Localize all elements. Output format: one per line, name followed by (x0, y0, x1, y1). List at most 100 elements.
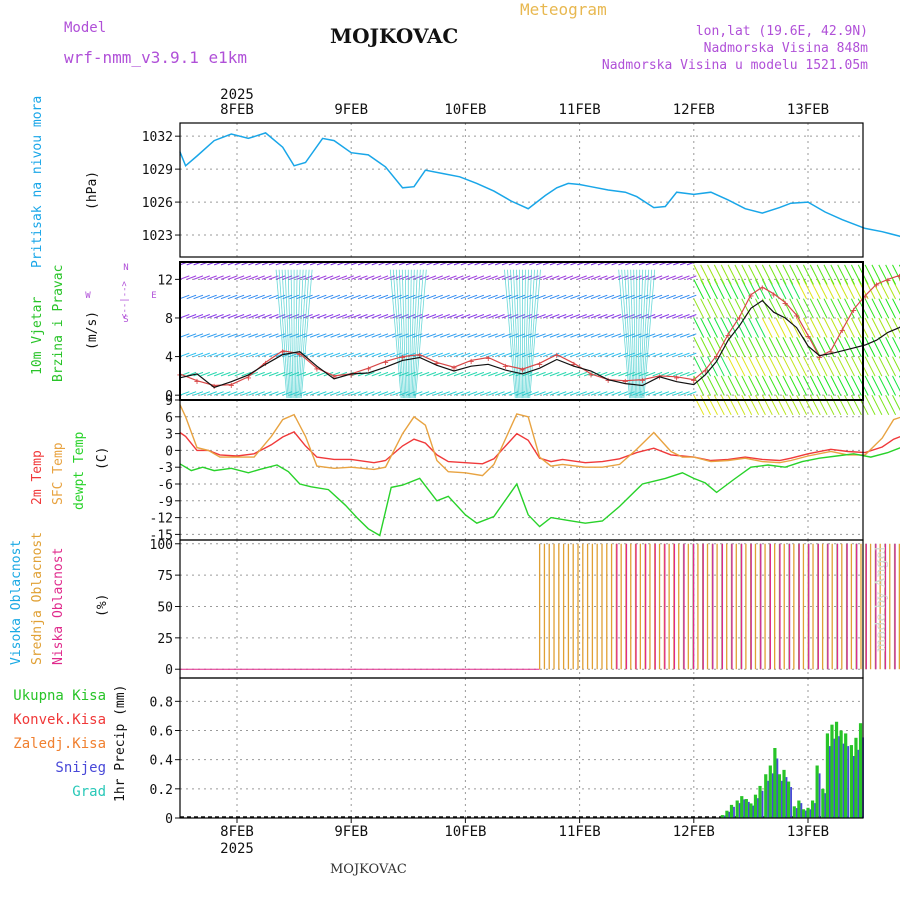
wind-barb (446, 294, 457, 300)
cloud-tick-label: 25 (157, 632, 173, 647)
wind-barb (700, 317, 712, 338)
wind-barb (727, 394, 739, 416)
wind-barb (268, 371, 279, 377)
snow-bar (838, 736, 840, 818)
wind-barb (179, 391, 190, 396)
wind-barb (693, 337, 705, 358)
wind-barb (878, 356, 890, 377)
wind-barb (200, 314, 210, 319)
wind-barb (357, 391, 368, 396)
wind-barb (885, 375, 897, 396)
snow-bar (814, 803, 816, 818)
wind-barb (213, 371, 224, 377)
model-name: wrf-nmm_v3.9.1 e1km (64, 48, 248, 67)
snow-bar (747, 801, 750, 818)
wind-barb (830, 394, 842, 416)
credit-watermark: made by Angel (873, 546, 889, 653)
gust-marker: + (228, 381, 234, 392)
wind-barb (296, 371, 306, 377)
wind-barb (844, 375, 855, 396)
wind-barb (467, 391, 478, 396)
wind-barb (713, 298, 725, 319)
wind-barb (207, 294, 217, 300)
precip-tick-label: 0.4 (150, 754, 174, 769)
precip-bar (729, 804, 734, 818)
wind-barb (652, 352, 663, 358)
wind-barb (446, 371, 457, 377)
wind-barb (871, 394, 883, 416)
wind-barb (700, 394, 712, 416)
wind-barb (693, 317, 705, 338)
wind-barb (775, 394, 787, 416)
wind-barb (659, 314, 670, 319)
precip-bar (758, 785, 762, 818)
wind-barb (625, 294, 635, 300)
wind-barb (510, 269, 519, 399)
wind-barb (241, 275, 252, 280)
wind-barb (419, 391, 430, 396)
wind-barb (398, 352, 409, 358)
wind-barb (625, 333, 635, 338)
wind-barb (426, 391, 437, 396)
precip-tick-label: 0 (165, 812, 173, 827)
sfc-temp-label: SFC Temp (51, 442, 66, 505)
wind-barb (618, 275, 628, 280)
wind-barb (446, 314, 457, 319)
wind-barb (864, 375, 876, 396)
wind-barb (761, 264, 773, 285)
wind-barb (529, 352, 539, 358)
wind-barb (796, 394, 808, 416)
wind-barb (741, 394, 753, 416)
wind-barb (796, 264, 808, 285)
wind-barb (460, 314, 471, 319)
wind-barb (816, 317, 828, 338)
wind-barb (474, 352, 485, 358)
wind-barb (563, 314, 574, 319)
pressure-tick-label: 1029 (142, 163, 173, 178)
wind-barb (433, 275, 443, 280)
wind-barb (488, 314, 498, 319)
wind-barb (796, 298, 808, 319)
wind-barb (542, 314, 553, 319)
wind-barb (200, 371, 210, 377)
wind-barb (186, 314, 197, 319)
wind-barb (220, 275, 231, 280)
wind-barb (494, 275, 505, 280)
pressure-label: Pritisak na nivou mora (30, 96, 45, 268)
wind-barb (583, 352, 594, 358)
pressure-tick-label: 1032 (142, 130, 173, 145)
wind-barb (398, 275, 409, 280)
wind-barb (604, 314, 615, 319)
wind-barb (673, 314, 683, 319)
wind-barb (467, 294, 478, 300)
wind-barb (641, 269, 650, 399)
wind-barb (597, 391, 608, 396)
wind-tick-label: 12 (157, 273, 173, 288)
wind-barb (460, 294, 471, 300)
wind-barb (488, 391, 498, 396)
wind-barb (357, 352, 368, 358)
wind-barb (693, 279, 705, 300)
wind-barb (200, 333, 210, 338)
gust-marker: + (639, 376, 645, 387)
wind-barb (241, 371, 252, 377)
compass-n: N (123, 263, 128, 273)
precip-bar (749, 803, 753, 818)
wind-barb (536, 333, 546, 338)
wind-barb (713, 337, 725, 358)
wind-barb (727, 337, 739, 358)
wind-barb (707, 375, 718, 396)
wind-barb (213, 391, 224, 396)
temp-tick-label: -12 (150, 512, 173, 527)
wind-barb (892, 264, 900, 281)
wind-tick-label: 4 (165, 351, 173, 366)
wind-barb (549, 314, 560, 319)
bottom-day-label: 10FEB (444, 824, 486, 840)
temp-tick-label: 6 (165, 411, 173, 426)
wind-barb (570, 371, 581, 377)
wind-barb (700, 264, 712, 285)
wind-barb (186, 275, 197, 280)
wind-barb (748, 317, 760, 338)
wind-barb (645, 371, 656, 377)
wind-barb (419, 314, 430, 319)
